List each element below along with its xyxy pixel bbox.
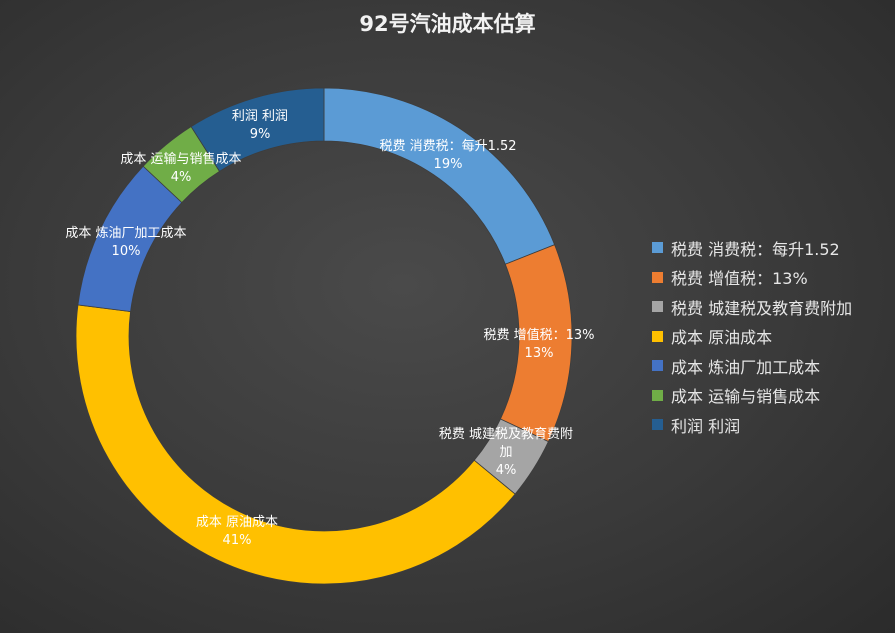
slice-percent-label: 9% <box>250 127 271 142</box>
slice-percent-label: 41% <box>223 533 252 548</box>
slice-category-label: 成本 原油成本 <box>196 515 278 530</box>
legend-swatch <box>652 360 663 372</box>
legend-swatch <box>652 419 663 431</box>
chart-title: 92号汽油成本估算 <box>359 12 536 36</box>
donut-slice <box>75 304 516 585</box>
donut-slice <box>190 87 325 172</box>
chart-legend: 税费 消费税：每升1.52 税费 增值税：13% 税费 城建税及教育费附加 成本 原油… <box>652 233 852 440</box>
slice-percent-label: 13% <box>525 346 554 361</box>
slice-category-label: 成本 炼油厂加工成本 <box>65 226 186 241</box>
legend-swatch <box>652 389 663 401</box>
slice-category-label: 利润 利润 <box>232 109 288 124</box>
legend-item: 成本 炼油厂加工成本 <box>652 351 852 381</box>
legend-item: 税费 增值税：13% <box>652 263 852 293</box>
legend-label: 成本 炼油厂加工成本 <box>671 357 821 377</box>
slice-category-label: 税费 增值税：13% <box>483 327 594 343</box>
legend-swatch <box>652 330 663 342</box>
donut-slices <box>75 87 573 585</box>
legend-label: 成本 原油成本 <box>671 328 773 348</box>
legend-item: 成本 原油成本 <box>652 322 852 352</box>
slice-percent-label: 4% <box>171 170 192 185</box>
legend-label: 税费 增值税：13% <box>671 269 808 289</box>
legend-swatch <box>652 271 663 283</box>
legend-item: 利润 利润 <box>652 410 852 440</box>
slice-category-label: 税费 消费税：每升1.52 <box>379 138 516 154</box>
legend-item: 成本 运输与销售成本 <box>652 381 852 411</box>
legend-label: 利润 利润 <box>671 416 741 436</box>
legend-item: 税费 城建税及教育费附加 <box>652 292 852 322</box>
legend-swatch <box>652 301 663 313</box>
donut-slice <box>323 87 556 265</box>
slice-percent-label: 4% <box>496 463 517 478</box>
legend-label: 成本 运输与销售成本 <box>671 387 821 407</box>
slice-percent-label: 19% <box>434 157 463 172</box>
donut-slice <box>499 244 573 443</box>
legend-label: 税费 消费税：每升1.52 <box>671 239 840 259</box>
slice-category-label: 成本 运输与销售成本 <box>120 151 241 167</box>
legend-label: 税费 城建税及教育费附加 <box>671 298 853 318</box>
legend-item: 税费 消费税：每升1.52 <box>652 233 852 263</box>
slice-labels: 税费 消费税：每升1.52 19% 税费 增值税：13% 13% 税费 城建税及教育费附… <box>65 109 594 548</box>
slice-category-label: 加 <box>499 445 512 460</box>
legend-swatch <box>652 242 663 254</box>
slice-percent-label: 10% <box>112 244 141 259</box>
slice-category-label: 税费 城建税及教育费附 <box>439 426 573 442</box>
